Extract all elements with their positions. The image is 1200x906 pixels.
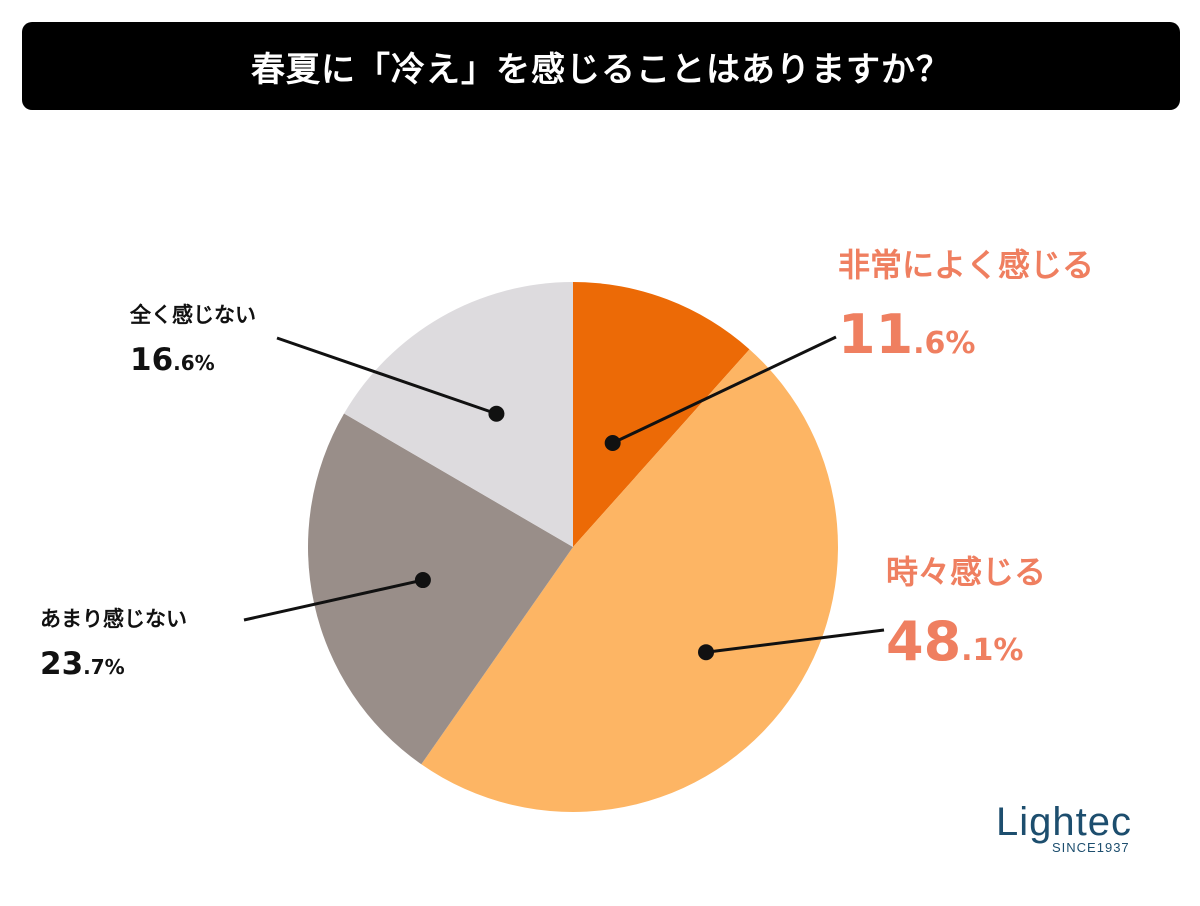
leader-line-1 xyxy=(612,335,837,445)
slice-value-2: 48.1% xyxy=(886,610,1024,673)
leader-dot-2 xyxy=(698,644,715,661)
title-bar: 春夏に「冷え」を感じることはありますか？ xyxy=(22,22,1180,110)
pie-slice-3 xyxy=(308,413,573,765)
slice-label-2: 時々感じる xyxy=(886,553,1046,591)
pie-slice-4 xyxy=(344,282,573,547)
pie-slice-2 xyxy=(421,349,838,813)
logo-wordmark: Lightec xyxy=(996,800,1132,844)
slice-value-4: 16.6% xyxy=(130,342,215,378)
lightec-logo: Lightec SINCE1937 xyxy=(996,800,1136,860)
slice-label-1: 非常によく感じる xyxy=(838,246,1094,284)
leader-dot-1 xyxy=(604,435,621,452)
leader-dot-4 xyxy=(488,405,505,422)
leader-line-3 xyxy=(243,578,424,622)
leader-dot-3 xyxy=(414,572,431,589)
leader-line-2 xyxy=(705,628,885,654)
logo-tagline: SINCE1937 xyxy=(1052,840,1130,855)
slice-label-3: あまり感じない xyxy=(40,607,187,631)
slice-value-3: 23.7% xyxy=(40,646,125,682)
chart-title: 春夏に「冷え」を感じることはありますか？ xyxy=(251,49,951,90)
slice-label-4: 全く感じない xyxy=(129,303,256,327)
slice-value-1: 11.6% xyxy=(838,303,976,366)
leader-line-4 xyxy=(276,336,497,416)
pie-slice-1 xyxy=(573,282,750,547)
